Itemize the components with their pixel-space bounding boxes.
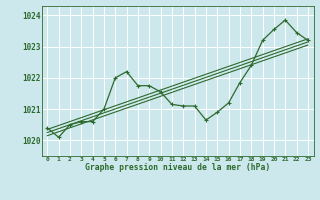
X-axis label: Graphe pression niveau de la mer (hPa): Graphe pression niveau de la mer (hPa) <box>85 163 270 172</box>
